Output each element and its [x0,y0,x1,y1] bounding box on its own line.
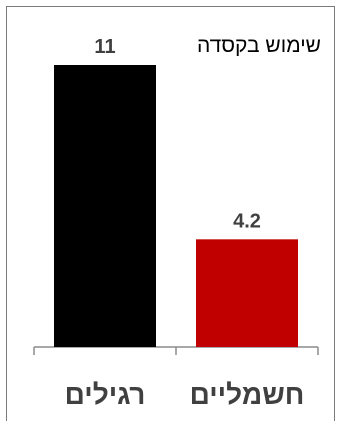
bar-1 [54,65,156,347]
data-label-1: 11 [94,36,115,58]
category-label-1: רגילים [65,379,146,410]
category-label-2: חשמליים [190,379,305,410]
chart-frame [6,6,335,421]
bar-2 [196,239,298,347]
data-label-2: 4.2 [233,210,261,232]
chart-title: שימוש בקסדה [196,34,321,57]
